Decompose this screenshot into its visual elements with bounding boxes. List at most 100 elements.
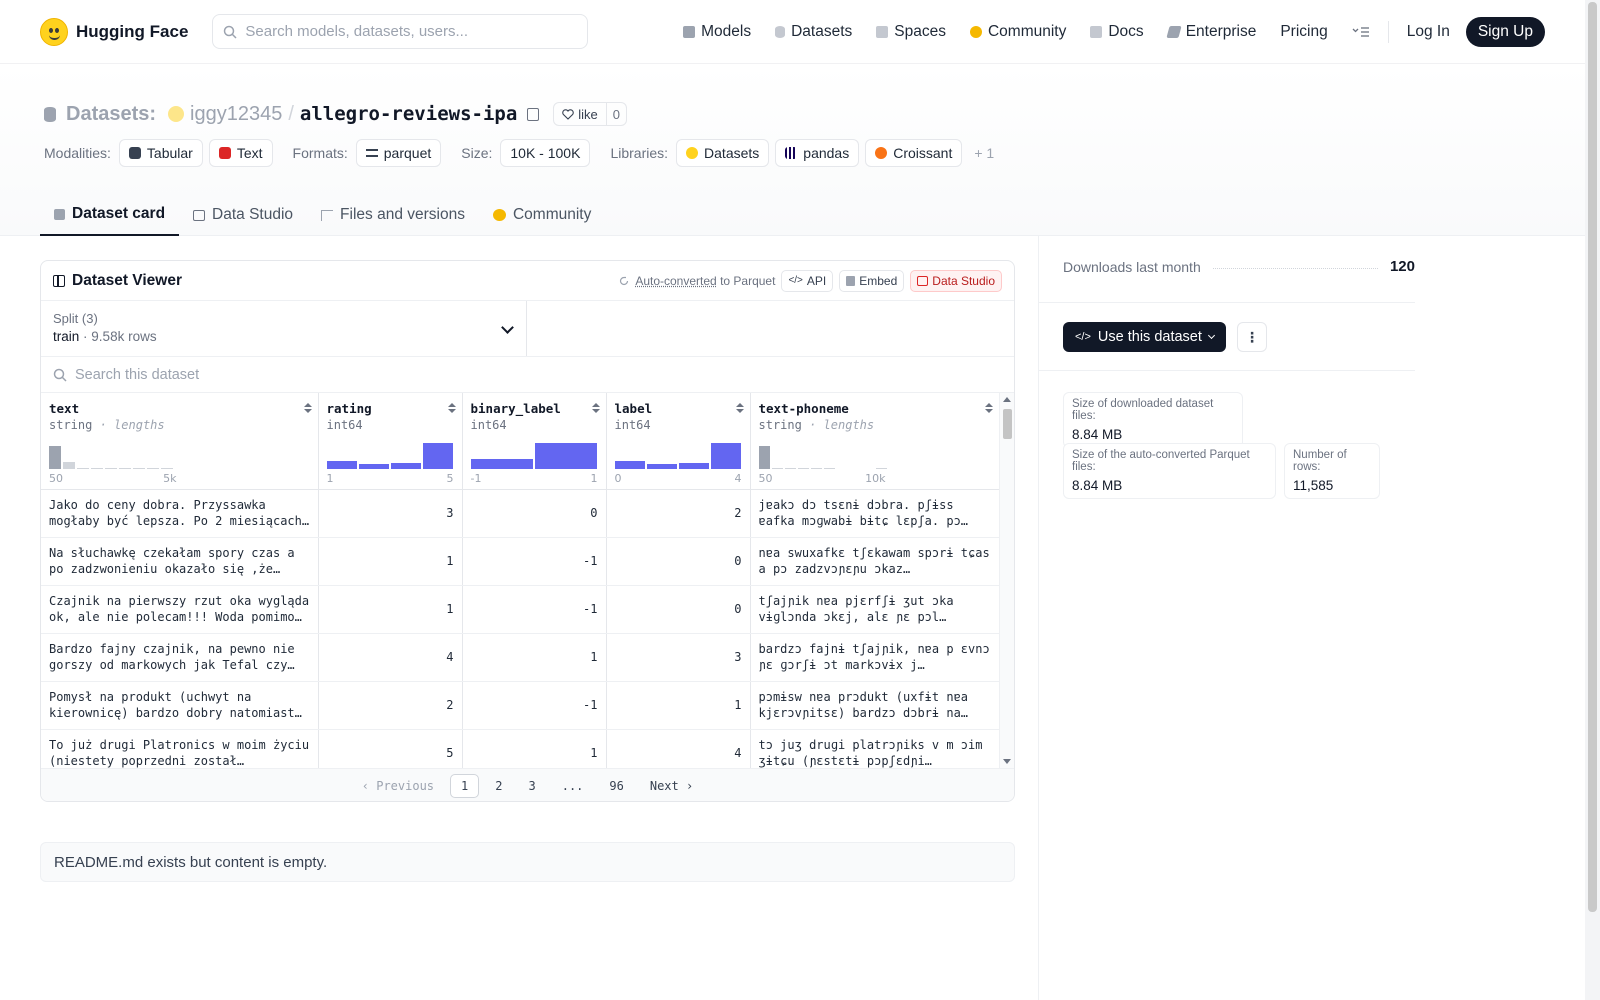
table-cell-binary_label[interactable]: 1 — [462, 729, 607, 768]
histogram-bar[interactable] — [358, 463, 389, 469]
table-cell-phoneme[interactable]: tɔ juʒ druɡi platrɔɲiks v m ɔim ʒɨtɕu (ɲ… — [750, 729, 1000, 768]
table-cell-label[interactable]: 1 — [606, 681, 751, 730]
table-cell-binary_label[interactable]: -1 — [462, 681, 607, 730]
nav-more-menu[interactable] — [1340, 14, 1382, 50]
embed-button[interactable]: Embed — [839, 269, 905, 292]
histogram-bar[interactable] — [63, 461, 75, 469]
signup-button[interactable]: Sign Up — [1465, 16, 1545, 47]
more-options-button[interactable]: ⋮ — [1237, 322, 1267, 352]
table-row[interactable]: Pomysł na produkt (uchwyt na kierownicę)… — [41, 681, 1000, 730]
split-select[interactable]: Split (3) train · 9.58k rows — [41, 301, 527, 356]
histogram-bar[interactable] — [678, 462, 709, 469]
table-cell-binary_label[interactable]: 1 — [462, 633, 607, 682]
table-cell-rating[interactable]: 5 — [318, 729, 463, 768]
owner-link[interactable]: iggy12345 — [190, 102, 283, 125]
table-scrollbar[interactable] — [999, 393, 1014, 768]
nav-datasets[interactable]: Datasets — [763, 14, 864, 50]
pagination-next[interactable]: Next › — [649, 778, 694, 793]
data-studio-button[interactable]: Data Studio — [910, 269, 1002, 292]
table-cell-phoneme[interactable]: tʃajɲik nɐa pjɛrfʃɨ ʒut ɔka vɨɡlɔnda ɔkɛ… — [750, 585, 1000, 634]
column-header-rating[interactable]: rating int64 1 5 — [318, 393, 463, 490]
table-cell-text[interactable]: Pomysł na produkt (uchwyt na kierownicę)… — [41, 681, 319, 730]
nav-spaces[interactable]: Spaces — [864, 14, 958, 50]
chip-croissant[interactable]: Croissant — [865, 139, 963, 167]
column-histogram[interactable] — [758, 441, 887, 469]
histogram-bar[interactable] — [119, 467, 131, 469]
table-cell-binary_label[interactable]: -1 — [462, 537, 607, 586]
pagination-previous[interactable]: ‹ Previous — [361, 778, 435, 793]
nav-models[interactable]: Models — [671, 14, 763, 50]
sort-icon[interactable] — [447, 403, 456, 413]
histogram-bar[interactable] — [470, 458, 533, 469]
page-96[interactable]: 96 — [609, 778, 624, 793]
login-link[interactable]: Log In — [1395, 14, 1462, 50]
column-histogram[interactable] — [326, 441, 453, 469]
table-cell-label[interactable]: 0 — [606, 585, 751, 634]
column-header-label[interactable]: label int64 0 4 — [606, 393, 751, 490]
table-cell-rating[interactable]: 3 — [318, 489, 463, 538]
histogram-bar[interactable] — [105, 467, 117, 469]
histogram-bar[interactable] — [784, 467, 796, 469]
histogram-bar[interactable] — [147, 467, 159, 469]
api-button[interactable]: </> API — [781, 269, 834, 292]
table-cell-rating[interactable]: 1 — [318, 585, 463, 634]
histogram-bar[interactable] — [710, 442, 741, 469]
table-cell-binary_label[interactable]: 0 — [462, 489, 607, 538]
page-3[interactable]: 3 — [528, 778, 536, 793]
histogram-bar[interactable] — [823, 467, 835, 469]
histogram-bar[interactable] — [534, 442, 597, 469]
table-cell-phoneme[interactable]: pɔmɨsw nɐa prɔdukt (uxfɨt nɐa kjɛrɔvɲits… — [750, 681, 1000, 730]
sort-icon[interactable] — [735, 403, 744, 413]
page-1[interactable]: 1 — [450, 773, 480, 798]
table-row[interactable]: To już drugi Platronics w moim życiu (ni… — [41, 729, 1000, 768]
table-cell-text[interactable]: Czajnik na pierwszy rzut oka wygląda ok,… — [41, 585, 319, 634]
table-cell-rating[interactable]: 1 — [318, 537, 463, 586]
histogram-bar[interactable] — [161, 467, 173, 469]
tab-dataset-card[interactable]: Dataset card — [40, 194, 180, 236]
sort-icon[interactable] — [984, 403, 993, 413]
histogram-bar[interactable] — [91, 467, 103, 469]
dataset-search[interactable] — [41, 357, 1014, 393]
histogram-bar[interactable] — [875, 467, 887, 469]
histogram-bar[interactable] — [77, 467, 89, 469]
column-header-binary_label[interactable]: binary_label int64 -1 1 — [462, 393, 607, 490]
chip-text[interactable]: Text — [208, 139, 273, 167]
table-cell-label[interactable]: 3 — [606, 633, 751, 682]
dataset-name[interactable]: allegro-reviews-ipa — [299, 103, 518, 125]
column-histogram[interactable] — [470, 441, 597, 469]
nav-community[interactable]: Community — [958, 14, 1078, 50]
table-cell-phoneme[interactable]: bardzɔ fajnɨ tʃajɲik, nɐa p ɛvnɔ ɲɛ ɡɔrʃ… — [750, 633, 1000, 682]
like-part[interactable]: like — [554, 103, 606, 125]
histogram-bar[interactable] — [49, 445, 61, 469]
table-cell-text[interactable]: Na słuchawkę czekałam spory czas a po za… — [41, 537, 319, 586]
table-cell-rating[interactable]: 4 — [318, 633, 463, 682]
like-button[interactable]: like 0 — [553, 102, 628, 126]
auto-converted-link[interactable]: Auto-converted — [635, 273, 717, 288]
use-dataset-button[interactable]: </> Use this dataset — [1063, 322, 1226, 352]
table-cell-label[interactable]: 2 — [606, 489, 751, 538]
histogram-bar[interactable] — [422, 442, 453, 469]
table-cell-text[interactable]: Bardzo fajny czajnik, na pewno nie gorsz… — [41, 633, 319, 682]
table-row[interactable]: Na słuchawkę czekałam spory czas a po za… — [41, 537, 1000, 586]
scroll-up-icon[interactable] — [1003, 397, 1011, 402]
page-scrollbar[interactable] — [1585, 0, 1600, 1000]
column-histogram[interactable] — [49, 441, 173, 469]
nav-docs[interactable]: Docs — [1078, 14, 1155, 50]
tab-data-studio[interactable]: Data Studio — [179, 194, 307, 236]
column-header-text[interactable]: text string · lengths 50 5k — [41, 393, 319, 490]
dataset-search-input[interactable] — [75, 366, 775, 383]
brand-logo[interactable]: Hugging Face — [40, 17, 188, 46]
table-cell-text[interactable]: Jako do ceny dobra. Przyssawka mogłaby b… — [41, 489, 319, 538]
table-cell-phoneme[interactable]: nɐa swuxafkɛ tʃɛkawam spɔrɨ tɕas a pɔ za… — [750, 537, 1000, 586]
table-row[interactable]: Czajnik na pierwszy rzut oka wygląda ok,… — [41, 585, 1000, 634]
scroll-thumb[interactable] — [1003, 409, 1012, 439]
table-row[interactable]: Bardzo fajny czajnik, na pewno nie gorsz… — [41, 633, 1000, 682]
chip-size[interactable]: 10K - 100K — [500, 139, 591, 167]
table-cell-label[interactable]: 0 — [606, 537, 751, 586]
sort-icon[interactable] — [591, 403, 600, 413]
table-cell-label[interactable]: 4 — [606, 729, 751, 768]
chip-datasets[interactable]: Datasets — [676, 139, 770, 167]
table-cell-binary_label[interactable]: -1 — [462, 585, 607, 634]
chip-pandas[interactable]: pandas — [775, 139, 860, 167]
chip-parquet[interactable]: parquet — [355, 139, 442, 167]
